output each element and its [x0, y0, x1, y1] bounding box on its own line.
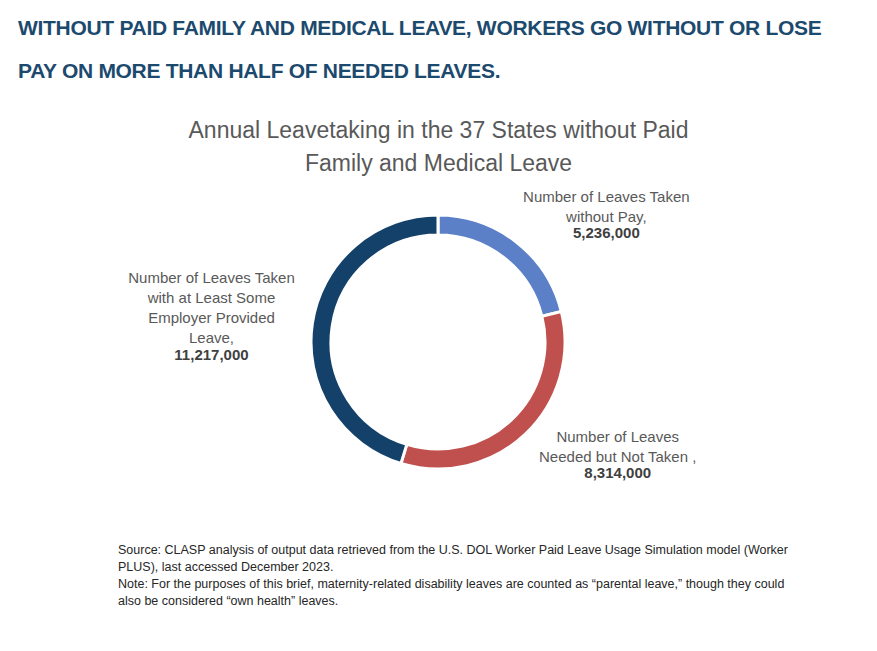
html-text:Note: For the purposes of this: Note: For the purposes of this brief, ma… [118, 577, 785, 608]
html-text:Source: CLASP analysis of outp: Source: CLASP analysis of output data re… [118, 543, 788, 574]
svg-text:5,236,000: 5,236,000 [573, 224, 640, 241]
svg-text:Number of Leaves Takenwithout: Number of Leaves Takenwithout Pay, [523, 188, 690, 225]
svg-text:Number of Leaves Takenwith at: Number of Leaves Takenwith at Least Some… [128, 269, 295, 346]
html-text:Annual Leavetaking in the 37 S: Annual Leavetaking in the 37 States with… [188, 117, 689, 176]
svg-text:8,314,000: 8,314,000 [584, 464, 651, 481]
svg-text:11,217,000: 11,217,000 [174, 346, 248, 363]
html-text:WITHOUT PAID FAMILY AND MEDICA: WITHOUT PAID FAMILY AND MEDICAL LEAVE, W… [18, 16, 822, 82]
svg-text:Number of LeavesNeeded but Not: Number of LeavesNeeded but Not Taken , [539, 428, 696, 465]
